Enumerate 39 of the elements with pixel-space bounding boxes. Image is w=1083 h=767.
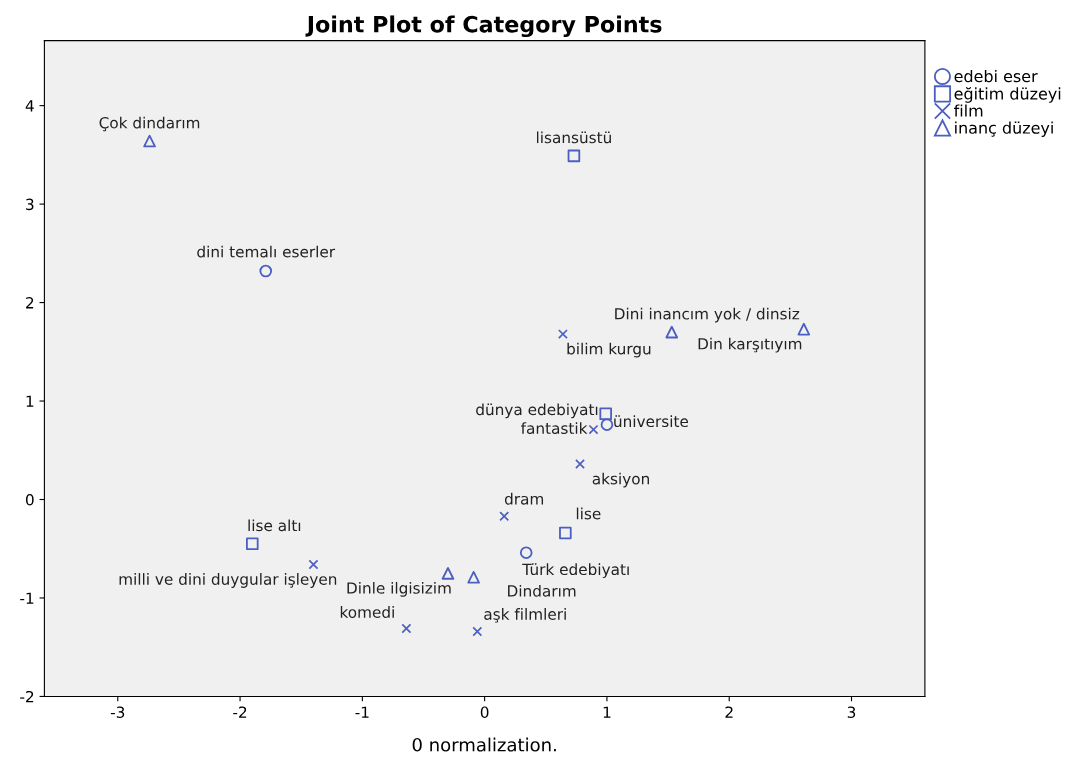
y-tick-label: 2 (26, 297, 34, 309)
x-axis-title: 0 normalization. (412, 737, 556, 752)
x-tick-label: 2 (725, 706, 733, 718)
annotation: komedi (340, 606, 394, 618)
annotation: dünya edebiyatı (476, 403, 598, 419)
annotation: lise (576, 507, 601, 520)
annotation: Dinle ilgisizim (347, 581, 451, 597)
x-tick-label: 3 (847, 706, 856, 718)
annotation: dram (504, 492, 544, 505)
y-tick-label: 4 (25, 100, 34, 112)
x-tick-label: -3 (110, 706, 125, 718)
y-tick-label: -2 (20, 690, 34, 703)
legend-label: film (954, 104, 983, 117)
legend-label: edebi eser (954, 69, 1038, 83)
annotation: bilim kurgu (567, 342, 651, 358)
annotation: lise altı (248, 519, 301, 532)
annotation: Dindarım (508, 584, 576, 597)
annotation: lisansüstü (536, 131, 611, 144)
annotation: üniversite (614, 415, 689, 428)
annotation: aksiyon (592, 472, 649, 488)
annotation: Din karşıtıyım (698, 337, 802, 353)
annotation: Çok dindarım (99, 116, 200, 132)
legend-label: eğitim düzeyi (954, 86, 1061, 103)
y-tick-label: -1 (20, 592, 34, 604)
x-tick-label: -2 (233, 706, 247, 718)
annotation: Dini inancım yok / dinsiz (615, 307, 800, 323)
annotation: aşk filmleri (484, 608, 566, 623)
annotation: dini temalı eserler (197, 245, 336, 258)
x-tick-label: -1 (355, 706, 369, 718)
x-tick-label: 1 (603, 706, 611, 718)
chart-title: Joint Plot of Category Points (305, 15, 662, 38)
y-tick-label: 0 (25, 493, 34, 506)
legend-label: inanç düzeyi (955, 121, 1053, 137)
annotation: milli ve dini duygular işleyen (119, 573, 337, 588)
y-tick-label: 3 (26, 198, 34, 211)
annotation: fantastik (521, 422, 588, 435)
annotation: Türk edebiyatı (522, 563, 629, 579)
x-tick-label: 0 (480, 706, 489, 718)
y-tick-label: 1 (26, 395, 34, 407)
